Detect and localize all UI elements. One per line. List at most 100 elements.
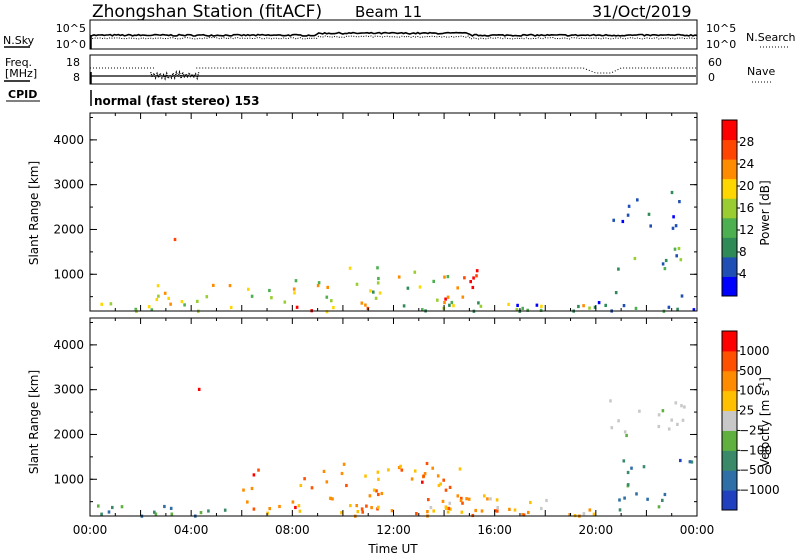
y-tick-label: 4000 bbox=[53, 133, 84, 147]
power-cell bbox=[355, 282, 359, 286]
power-cell bbox=[283, 300, 287, 304]
power-cell bbox=[663, 267, 667, 271]
colorbar-tick-label: 16 bbox=[739, 201, 754, 215]
velocity-cell bbox=[154, 512, 158, 516]
nave-trace bbox=[90, 67, 697, 74]
noise-tick-high-left: 10^5 bbox=[56, 22, 86, 35]
y-tick-label: 1000 bbox=[53, 472, 84, 486]
colorbar-tick-label: −25 bbox=[739, 423, 764, 437]
velocity-cell bbox=[661, 498, 664, 502]
power-cell bbox=[421, 308, 424, 312]
power-cell bbox=[376, 281, 380, 285]
velocity-colorbar-label-end: ] bbox=[758, 377, 772, 382]
power-colorbar: 4 8 12 16 20 24 28 bbox=[721, 119, 754, 297]
power-cell bbox=[402, 304, 406, 308]
power-cell bbox=[134, 307, 138, 311]
colorbar-swatch bbox=[722, 490, 737, 511]
power-cell bbox=[292, 287, 296, 291]
velocity-cell bbox=[421, 480, 424, 484]
velocity-cell bbox=[588, 508, 592, 512]
colorbar-tick-label: −500 bbox=[739, 463, 772, 477]
velocity-cell bbox=[545, 498, 548, 503]
power-cell bbox=[436, 298, 439, 302]
velocity-cell bbox=[446, 510, 450, 514]
power-cell bbox=[270, 296, 273, 300]
velocity-cell bbox=[467, 497, 471, 501]
power-cell bbox=[325, 310, 329, 314]
colorbar-swatch bbox=[722, 390, 737, 412]
power-cell bbox=[593, 305, 597, 309]
velocity-cell bbox=[361, 510, 364, 514]
power-cell bbox=[667, 305, 671, 309]
velocity-cell bbox=[674, 401, 678, 405]
velocity-cell bbox=[657, 424, 661, 429]
power-cell bbox=[477, 301, 480, 305]
power-cell bbox=[661, 262, 665, 266]
nsky-trace bbox=[89, 31, 698, 37]
noise-tick-low-right: 10^0 bbox=[706, 38, 736, 51]
power-cell bbox=[317, 281, 321, 285]
velocity-cell bbox=[426, 510, 429, 514]
velocity-cell bbox=[486, 497, 489, 501]
power-cell bbox=[377, 276, 380, 281]
velocity-cell bbox=[610, 426, 614, 430]
velocity-cell bbox=[456, 494, 460, 498]
velocity-cell bbox=[441, 499, 445, 503]
power-cell bbox=[469, 280, 472, 284]
power-cell bbox=[475, 269, 479, 273]
velocity-cell bbox=[207, 509, 210, 513]
colorbar-tick-label: 100 bbox=[739, 384, 762, 398]
velocity-cell bbox=[429, 506, 433, 510]
colorbar-tick-label: 28 bbox=[739, 135, 754, 149]
velocity-cell bbox=[568, 513, 571, 517]
power-cell bbox=[316, 284, 320, 288]
velocity-cell bbox=[107, 510, 111, 514]
power-cell bbox=[228, 284, 232, 288]
colorbar-swatch bbox=[722, 237, 737, 258]
colorbar-tick-label: 500 bbox=[739, 364, 762, 378]
velocity-cell bbox=[582, 512, 586, 516]
power-cell bbox=[597, 301, 601, 305]
velocity-cell bbox=[252, 507, 256, 511]
nsearch-label: N.Search bbox=[746, 31, 796, 44]
velocity-cell bbox=[291, 500, 295, 504]
velocity-cell bbox=[375, 489, 378, 493]
xaxis-title: Time UT bbox=[367, 542, 418, 554]
power-cell bbox=[448, 303, 451, 307]
colorbar-swatch bbox=[722, 331, 737, 352]
velocity-cell bbox=[626, 483, 630, 487]
velocity-cell bbox=[494, 509, 497, 513]
velocity-cell bbox=[303, 477, 306, 481]
power-cell bbox=[418, 285, 422, 289]
velocity-cell bbox=[618, 508, 622, 512]
velocity-cell bbox=[436, 474, 440, 478]
velocity-cell bbox=[252, 473, 256, 477]
power-cell bbox=[180, 300, 184, 304]
power-cell bbox=[475, 274, 478, 278]
y-tick-label: 1000 bbox=[53, 267, 84, 281]
velocity-cell bbox=[522, 513, 526, 517]
nsky-label: N.Sky bbox=[3, 34, 35, 47]
power-cell bbox=[332, 306, 335, 310]
power-cell bbox=[670, 190, 674, 195]
power-cell bbox=[672, 215, 675, 219]
velocity-cell bbox=[681, 418, 685, 422]
x-tick-label: 20:00 bbox=[579, 523, 614, 537]
velocity-cell bbox=[448, 485, 452, 489]
power-cell bbox=[588, 306, 591, 310]
velocity-cell bbox=[297, 504, 301, 508]
power-cell bbox=[295, 305, 299, 309]
power-cell bbox=[450, 300, 454, 305]
x-tick-label: 12:00 bbox=[376, 523, 411, 537]
power-cell bbox=[173, 237, 177, 242]
x-tick-label: 00:00 bbox=[73, 523, 108, 537]
velocity-cell bbox=[169, 506, 173, 510]
velocity-cell bbox=[663, 492, 667, 497]
velocity-cell bbox=[667, 427, 671, 431]
velocity-cell bbox=[370, 506, 373, 510]
velocity-cell bbox=[356, 510, 360, 514]
freq-label-2: [MHz] bbox=[5, 67, 37, 80]
power-cell bbox=[268, 288, 271, 293]
noise-tick-high-right: 10^5 bbox=[706, 22, 736, 35]
velocity-cell bbox=[622, 459, 626, 463]
